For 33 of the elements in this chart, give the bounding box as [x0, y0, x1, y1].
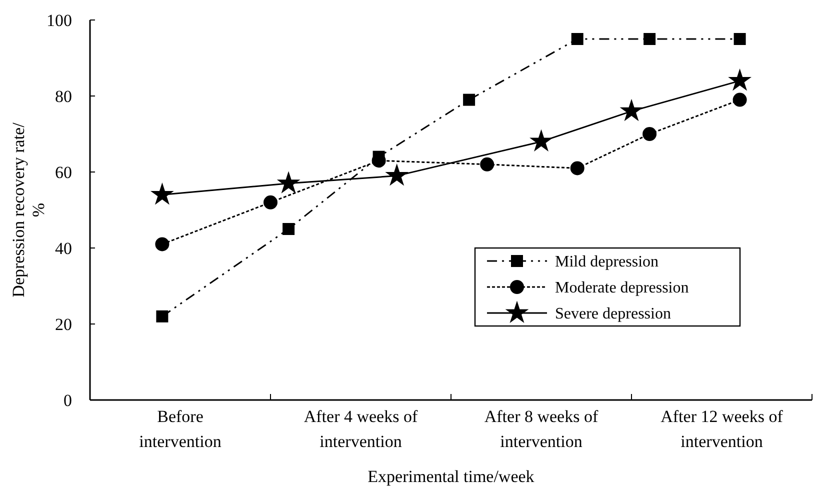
point — [264, 195, 278, 210]
x-tick-label: Before intervention — [139, 407, 222, 451]
point — [644, 33, 656, 45]
point — [620, 98, 644, 122]
y-tick-label: 100 — [46, 10, 72, 30]
y-axis-title: Depression recovery rate/ % — [9, 122, 48, 298]
point — [530, 129, 553, 152]
point — [155, 237, 170, 252]
point — [571, 33, 584, 45]
x-tick-label: After 4 weeks of intervention — [304, 407, 418, 451]
point — [282, 223, 295, 235]
legend-label: Moderate depression — [555, 280, 689, 297]
y-tick-label: 80 — [55, 86, 72, 106]
point — [732, 92, 747, 107]
y-tick-label: 40 — [55, 238, 72, 258]
point — [480, 157, 494, 172]
legend-label: Mild depression — [555, 254, 659, 271]
x-tick-label: After 12 weeks of intervention — [660, 407, 784, 451]
point — [734, 33, 746, 45]
point — [276, 171, 300, 194]
point — [385, 163, 409, 186]
x-tick-label: After 8 weeks of intervention — [484, 407, 598, 451]
point — [570, 161, 584, 176]
point — [728, 68, 752, 91]
legend-label: Severe depression — [555, 306, 671, 323]
point — [463, 94, 476, 106]
point — [156, 310, 168, 322]
y-tick-label: 60 — [55, 162, 72, 182]
x-axis-title: Experimental time/week — [368, 467, 535, 486]
point — [150, 182, 174, 205]
y-tick-label: 20 — [55, 314, 72, 334]
point — [642, 127, 657, 141]
y-tick-label: 0 — [64, 390, 72, 410]
